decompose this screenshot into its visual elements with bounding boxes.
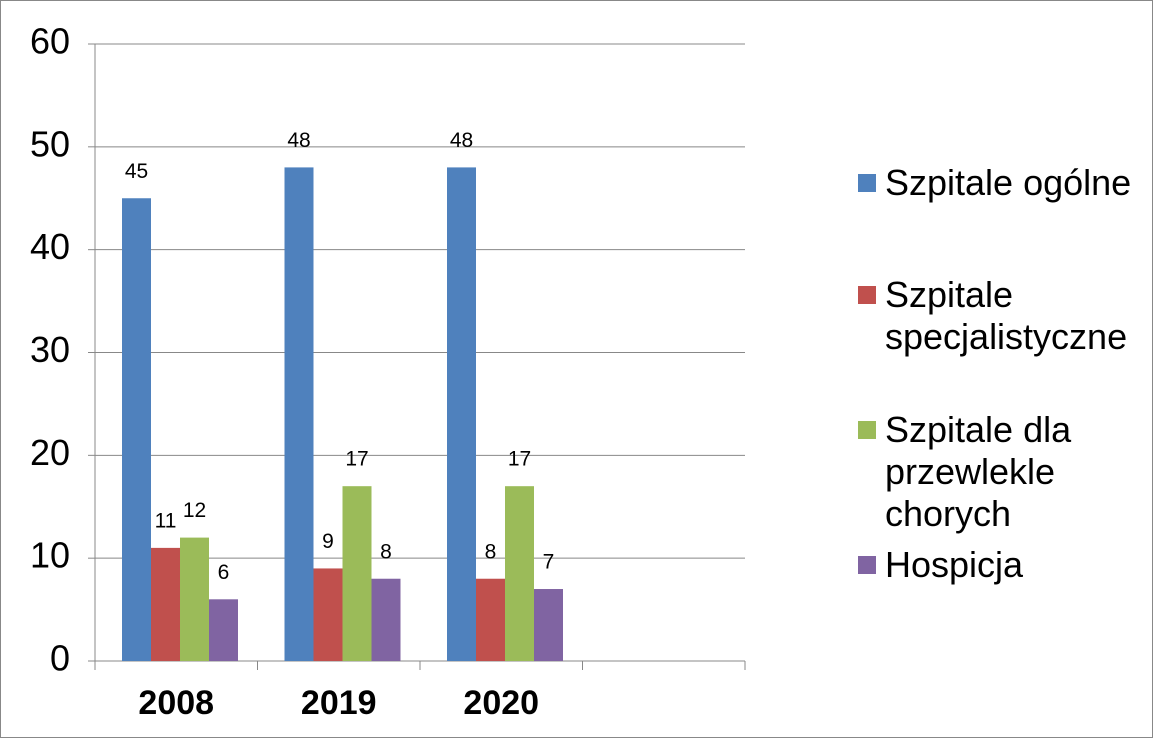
data-label: 48 bbox=[450, 129, 473, 152]
legend-swatch bbox=[858, 421, 876, 439]
legend-item: Szpitale ogólne bbox=[858, 162, 1153, 204]
y-tick-label: 20 bbox=[30, 432, 70, 473]
data-label: 9 bbox=[322, 530, 334, 553]
data-label: 11 bbox=[155, 509, 177, 532]
x-tick-label: 2019 bbox=[301, 684, 377, 722]
bar bbox=[151, 547, 180, 661]
legend-label: Szpitale dla przewlekle chorych bbox=[885, 409, 1072, 534]
y-tick-label: 30 bbox=[30, 329, 70, 370]
bar bbox=[209, 599, 238, 661]
legend-swatch bbox=[858, 174, 876, 192]
data-label: 17 bbox=[508, 448, 531, 471]
bar bbox=[180, 537, 209, 661]
legend-item: Szpitale specjalistyczne bbox=[858, 274, 1153, 358]
data-label: 17 bbox=[345, 448, 368, 471]
data-label: 6 bbox=[218, 561, 230, 584]
bar bbox=[447, 167, 476, 661]
y-tick-label: 50 bbox=[30, 123, 70, 164]
legend-label: Hospicja bbox=[885, 544, 1024, 585]
bar bbox=[342, 486, 372, 661]
x-tick-label: 2008 bbox=[138, 684, 214, 722]
data-label: 48 bbox=[287, 129, 310, 152]
legend-label: Szpitale ogólne bbox=[885, 162, 1132, 203]
bar bbox=[284, 167, 314, 661]
legend-label: Szpitale specjalistyczne bbox=[885, 274, 1128, 357]
data-label: 45 bbox=[125, 160, 148, 183]
y-tick-label: 60 bbox=[30, 21, 70, 62]
bar bbox=[476, 578, 505, 661]
bar bbox=[122, 198, 151, 661]
y-tick-label: 40 bbox=[30, 226, 70, 267]
y-tick-label: 10 bbox=[30, 535, 70, 576]
data-label: 12 bbox=[183, 499, 206, 522]
bar bbox=[313, 568, 343, 661]
legend-item: Szpitale dla przewlekle chorych bbox=[858, 409, 1153, 535]
legend-item: Hospicja bbox=[858, 544, 1153, 586]
bar bbox=[534, 589, 563, 661]
x-tick-label: 2020 bbox=[463, 684, 539, 722]
data-label: 8 bbox=[485, 540, 497, 563]
bar bbox=[371, 578, 401, 661]
bar bbox=[505, 486, 534, 661]
legend-swatch bbox=[858, 286, 876, 304]
legend-swatch bbox=[858, 556, 876, 574]
data-label: 8 bbox=[380, 540, 392, 563]
data-label: 7 bbox=[543, 551, 555, 574]
y-tick-label: 0 bbox=[50, 638, 70, 679]
